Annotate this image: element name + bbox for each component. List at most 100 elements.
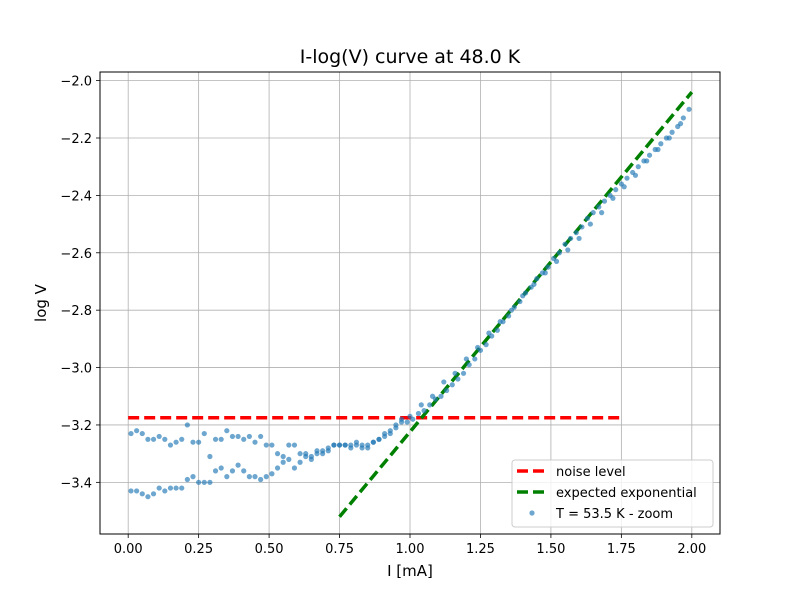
scatter-point bbox=[531, 281, 537, 287]
scatter-point bbox=[621, 184, 627, 190]
scatter-point bbox=[508, 307, 515, 313]
scatter-point bbox=[441, 379, 447, 385]
scatter-point bbox=[291, 465, 298, 471]
scatter-point bbox=[218, 465, 224, 471]
scatter-point bbox=[565, 247, 571, 253]
series-line-1 bbox=[338, 90, 694, 518]
y-tick-label: −2.6 bbox=[60, 247, 92, 262]
scatter-point bbox=[145, 436, 151, 442]
scatter-point bbox=[472, 356, 478, 362]
scatter-point bbox=[274, 465, 281, 471]
scatter-point bbox=[336, 442, 343, 448]
scatter-point bbox=[325, 448, 331, 454]
scatter-point bbox=[370, 439, 376, 445]
scatter-point bbox=[196, 479, 202, 485]
scatter-point bbox=[252, 439, 258, 445]
scatter-point bbox=[584, 215, 591, 221]
scatter-point bbox=[632, 172, 639, 178]
plot-area bbox=[128, 90, 694, 518]
scatter-point bbox=[376, 436, 382, 442]
scatter-point bbox=[156, 433, 162, 440]
scatter-point bbox=[359, 442, 365, 448]
scatter-point bbox=[579, 224, 585, 230]
scatter-point bbox=[460, 370, 467, 376]
x-tick-label: 0.50 bbox=[255, 542, 284, 557]
scatter-point bbox=[556, 250, 562, 256]
scatter-point bbox=[150, 436, 157, 442]
scatter-point bbox=[534, 276, 540, 282]
scatter-point bbox=[212, 468, 219, 474]
scatter-point bbox=[669, 129, 675, 135]
scatter-point bbox=[235, 433, 241, 440]
scatter-point bbox=[407, 413, 413, 419]
scatter-point bbox=[520, 293, 526, 299]
y-tick-label: −3.2 bbox=[60, 419, 92, 434]
scatter-point bbox=[229, 468, 236, 474]
scatter-point bbox=[173, 485, 179, 491]
scatter-point bbox=[421, 408, 427, 414]
x-tick-label: 1.25 bbox=[466, 542, 495, 557]
scatter-point bbox=[483, 342, 489, 348]
scatter-point bbox=[486, 330, 492, 336]
scatter-point bbox=[624, 175, 630, 181]
scatter-point bbox=[128, 488, 134, 494]
scatter-point bbox=[644, 158, 650, 164]
scatter-point bbox=[562, 241, 568, 247]
scatter-point bbox=[463, 356, 469, 362]
scatter-point bbox=[280, 459, 286, 465]
scatter-point bbox=[655, 146, 661, 153]
scatter-point bbox=[139, 430, 145, 437]
scatter-point bbox=[297, 459, 303, 465]
scatter-point bbox=[286, 442, 292, 448]
scatter-point bbox=[291, 442, 298, 448]
scatter-point bbox=[241, 468, 247, 474]
scatter-point bbox=[365, 442, 371, 448]
y-tick-label: −2.8 bbox=[60, 304, 92, 319]
scatter-point bbox=[545, 264, 551, 270]
scatter-point bbox=[246, 433, 252, 440]
scatter-point bbox=[314, 451, 320, 457]
chart-title: I-log(V) curve at 48.0 K bbox=[300, 46, 521, 68]
scatter-point bbox=[303, 451, 309, 457]
scatter-point bbox=[576, 235, 582, 242]
y-tick-label: −2.0 bbox=[60, 75, 92, 90]
scatter-point bbox=[224, 428, 230, 434]
y-tick-label: −3.0 bbox=[60, 362, 92, 377]
x-tick-label: 2.00 bbox=[677, 542, 706, 557]
legend-label-expected-exponential: expected exponential bbox=[556, 486, 697, 501]
scatter-point bbox=[599, 210, 605, 216]
scatter-point bbox=[553, 258, 560, 264]
scatter-point bbox=[286, 456, 292, 462]
scatter-point bbox=[455, 376, 461, 382]
scatter-point bbox=[573, 230, 579, 236]
scatter-point bbox=[134, 488, 140, 494]
x-tick-label: 1.00 bbox=[396, 542, 425, 557]
scatter-point bbox=[167, 485, 174, 491]
scatter-point bbox=[134, 428, 140, 434]
scatter-point bbox=[280, 453, 286, 460]
scatter-point bbox=[320, 448, 326, 454]
scatter-point bbox=[646, 152, 653, 158]
scatter-point bbox=[404, 419, 410, 425]
scatter-point bbox=[196, 439, 202, 445]
scatter-point bbox=[398, 416, 405, 422]
scatter-point bbox=[241, 436, 247, 442]
scatter-point bbox=[229, 433, 236, 440]
scatter-point bbox=[145, 494, 151, 500]
scatter-point bbox=[224, 474, 230, 480]
scatter-point bbox=[466, 362, 472, 368]
x-tick-label: 0.00 bbox=[114, 542, 143, 557]
legend-box bbox=[511, 459, 714, 528]
y-tick-label: −3.4 bbox=[60, 476, 92, 491]
scatter-point bbox=[190, 439, 196, 445]
x-axis-label: I [mA] bbox=[387, 562, 433, 580]
scatter-point bbox=[475, 344, 481, 351]
scatter-point bbox=[218, 436, 224, 442]
x-tick-label: 1.75 bbox=[607, 542, 636, 557]
scatter-point bbox=[274, 451, 281, 457]
scatter-point bbox=[677, 121, 684, 127]
scatter-point bbox=[150, 491, 157, 497]
scatter-point bbox=[596, 204, 602, 210]
scatter-point bbox=[444, 387, 450, 394]
